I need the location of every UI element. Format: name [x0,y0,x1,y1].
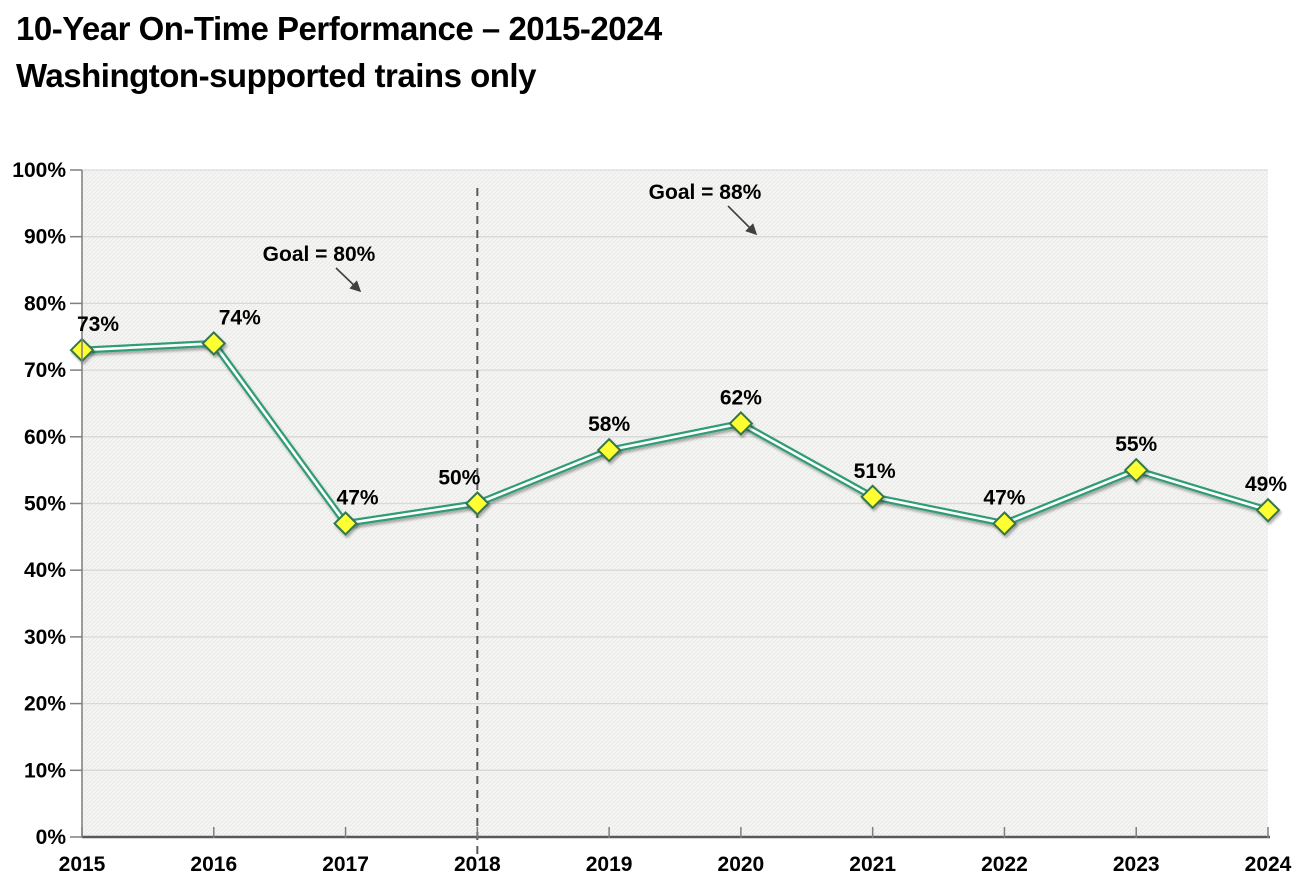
chart-title-line2: Washington-supported trains only [16,56,536,94]
data-point-2016 [201,331,227,356]
y-axis-label-40: 40% [24,559,66,582]
y-axis-label-70: 70% [24,359,66,382]
chart-title-line1: 10-Year On-Time Performance – 2015-2024 [16,10,662,47]
data-point-2018 [464,491,490,516]
y-axis-label-90: 90% [24,226,66,249]
goal-lines-layer [82,239,1268,305]
goal-annotation-arrow-80 [335,267,362,293]
y-axis-label-80: 80% [24,292,66,315]
annotations-layer: Goal = 80% Goal = 88% [263,181,762,293]
data-point-2021 [860,484,886,510]
y-axis-label-50: 50% [24,493,66,516]
x-axis-label-2024: 2024 [1245,853,1292,876]
series-layer [69,331,1281,536]
data-point-2022 [992,511,1017,536]
y-axis-label-20: 20% [24,693,66,716]
y-axis-label-10: 10% [24,759,66,782]
x-axis-label-2019: 2019 [586,853,633,876]
data-label-2019: 58% [588,413,630,436]
data-label-2016: 74% [219,306,261,329]
data-point-2024 [1255,497,1281,523]
chart-title: 10-Year On-Time Performance – 2015-2024 … [16,6,662,100]
data-label-2015: 73% [77,313,119,336]
goal-annotation-label-88: Goal = 88% [649,181,762,204]
y-axis-label-100: 100% [12,159,66,182]
x-axis-label-2022: 2022 [981,853,1028,876]
axes-layer: 0% 10% 20% 30% 40% 50% 60% 70% 80% 90% 100% 2015 201… [12,159,1291,876]
gridlines-layer [82,169,1268,771]
x-axis-label-2015: 2015 [59,853,106,876]
data-point-2023 [1123,457,1149,483]
series-line-inner [81,342,1269,525]
data-label-2021: 51% [854,460,896,483]
data-labels-layer: 73% 74% 47% 50% 58% 62% 51% 47% 55% 49% [77,306,1287,509]
data-label-2017: 47% [337,487,379,510]
data-point-2020 [728,411,754,436]
data-label-2024: 49% [1245,473,1287,496]
y-axis-label-0: 0% [36,826,67,849]
x-axis-label-2016: 2016 [190,853,237,876]
data-label-2022: 47% [983,487,1025,510]
data-label-2023: 55% [1115,433,1157,456]
data-point-2017 [333,511,358,536]
y-axis-label-60: 60% [24,426,66,449]
data-label-2018: 50% [438,467,480,490]
x-axis-label-2021: 2021 [849,853,896,876]
data-point-2019 [596,437,622,463]
x-axis-label-2023: 2023 [1113,853,1160,876]
goal-annotation-arrow-88 [727,205,758,236]
goal-annotation-label-80: Goal = 80% [263,243,376,266]
x-axis-label-2018: 2018 [454,853,501,876]
data-label-2020: 62% [720,386,762,409]
x-axis-label-2020: 2020 [718,853,765,876]
x-axis-label-2017: 2017 [322,853,369,876]
y-axis-label-30: 30% [24,626,66,649]
